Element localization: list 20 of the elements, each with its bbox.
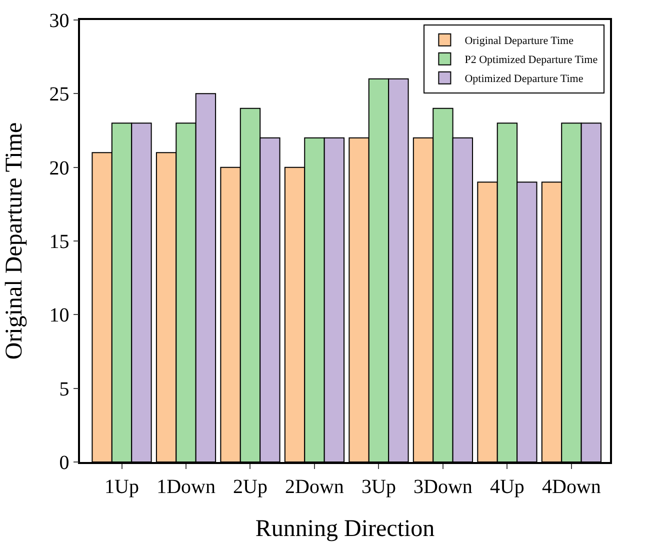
legend-label: P2 Optimized Departure Time (464, 54, 598, 66)
legend-label: Original Departure Time (464, 35, 574, 48)
x-tick-label: 3Down (414, 476, 472, 498)
x-tick-label: 4Up (490, 476, 524, 498)
x-tick-label: 1Down (156, 476, 216, 498)
x-tick-label: 2Up (233, 476, 268, 498)
x-axis-title: Running Direction (255, 516, 435, 542)
y-tick-label: 5 (59, 378, 70, 400)
legend-label: Optimized Departure Time (464, 73, 584, 86)
y-axis-title: Original Departure Time (2, 122, 28, 360)
y-tick-label: 25 (49, 84, 70, 106)
x-tick-label: 1Up (104, 476, 139, 498)
x-tick-label: 3Up (362, 476, 396, 498)
x-tick-label: 4Down (542, 476, 601, 498)
y-tick-label: 20 (49, 157, 70, 180)
y-tick-label: 30 (49, 10, 70, 32)
y-tick-label: 10 (49, 304, 70, 327)
x-tick-label: 2Down (285, 476, 344, 498)
y-tick-label: 15 (49, 231, 70, 253)
y-tick-label: 0 (59, 452, 70, 474)
